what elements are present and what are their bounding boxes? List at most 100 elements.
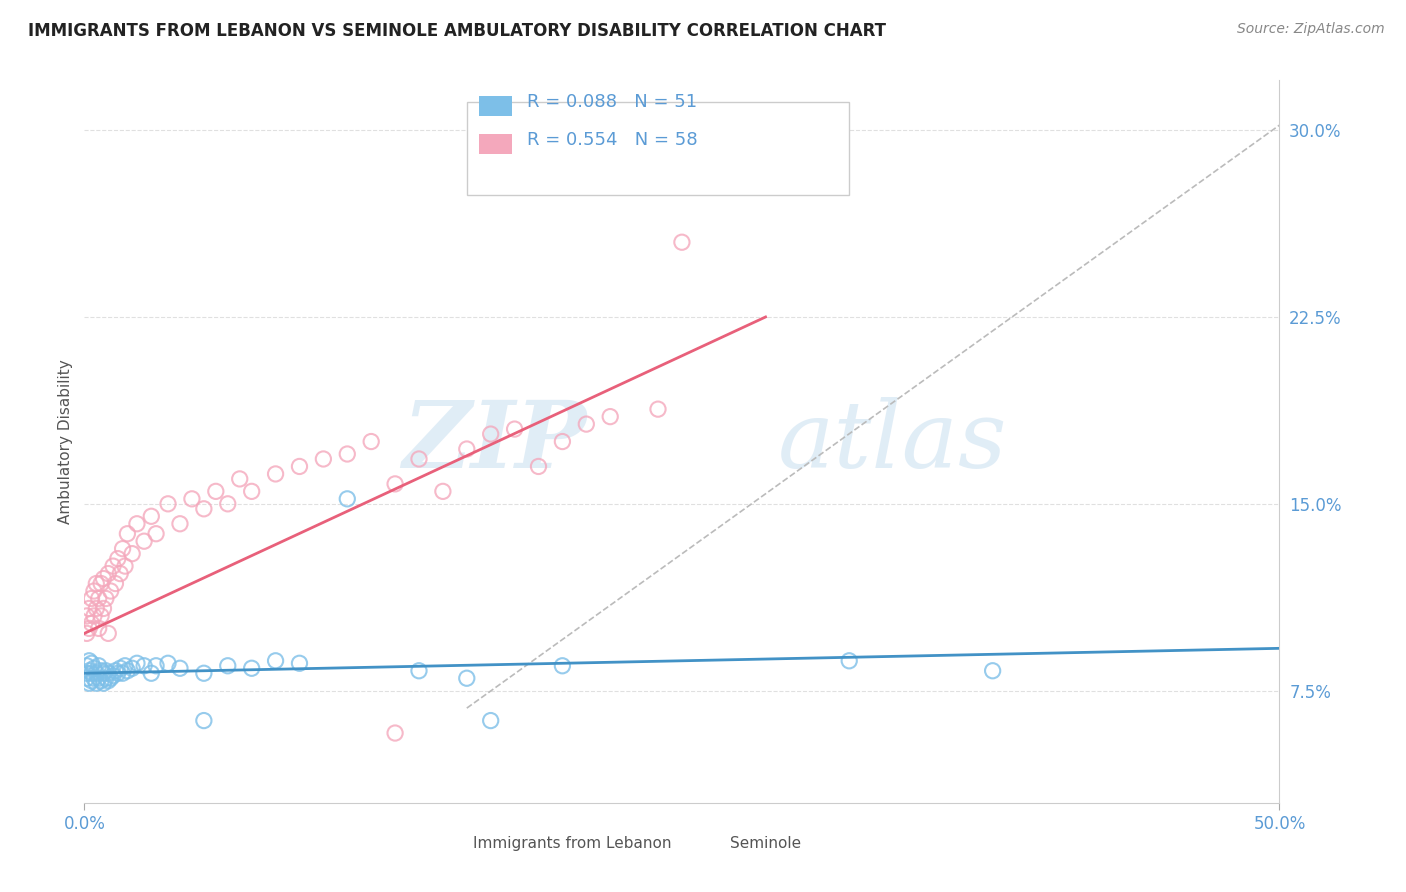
Point [83, 671, 105, 685]
Point [110, 661, 132, 675]
Point [551, 658, 574, 673]
Point [121, 661, 143, 675]
Point [100, 584, 122, 599]
Point [107, 551, 129, 566]
Point [93, 601, 115, 615]
Point [169, 661, 191, 675]
Point [77, 601, 100, 615]
Point [217, 497, 239, 511]
Point [80, 657, 103, 671]
Point [132, 658, 156, 673]
Bar [437, 831, 463, 855]
Point [77, 676, 100, 690]
Point [93, 572, 115, 586]
Point [76, 626, 98, 640]
Point [132, 534, 156, 549]
Point [527, 459, 550, 474]
Point [117, 526, 139, 541]
Point [125, 516, 148, 531]
Point [408, 664, 430, 678]
Point [157, 497, 180, 511]
Point [93, 676, 115, 690]
Bar [479, 134, 512, 154]
Point [101, 669, 124, 683]
Point [97, 666, 120, 681]
Point [80, 591, 103, 606]
Point [169, 516, 191, 531]
Point [87, 621, 110, 635]
Point [97, 626, 120, 640]
Point [288, 459, 311, 474]
Point [193, 666, 215, 681]
Point [101, 559, 124, 574]
Point [97, 566, 120, 581]
Point [94, 671, 117, 685]
Point [981, 664, 1004, 678]
Point [157, 657, 180, 671]
Point [87, 658, 110, 673]
Text: atlas: atlas [778, 397, 1007, 486]
Point [145, 658, 167, 673]
Point [76, 666, 98, 681]
Point [575, 417, 598, 431]
Point [77, 664, 100, 678]
Point [77, 654, 100, 668]
Point [114, 658, 136, 673]
Point [114, 559, 136, 574]
Text: Seminole: Seminole [730, 836, 801, 851]
Point [87, 591, 110, 606]
Point [599, 409, 621, 424]
Y-axis label: Ambulatory Disability: Ambulatory Disability [58, 359, 73, 524]
Point [229, 472, 252, 486]
Point [86, 601, 108, 615]
Text: IMMIGRANTS FROM LEBANON VS SEMINOLE AMBULATORY DISABILITY CORRELATION CHART: IMMIGRANTS FROM LEBANON VS SEMINOLE AMBU… [28, 22, 886, 40]
Point [111, 666, 134, 681]
Point [264, 467, 287, 481]
Text: Source: ZipAtlas.com: Source: ZipAtlas.com [1237, 22, 1385, 37]
Point [125, 657, 148, 671]
Point [94, 664, 117, 678]
Point [217, 658, 239, 673]
Point [104, 576, 127, 591]
Point [90, 664, 112, 678]
Point [76, 671, 98, 685]
Point [240, 661, 263, 675]
Point [193, 714, 215, 728]
Point [87, 671, 110, 685]
Point [80, 616, 103, 631]
Point [240, 484, 263, 499]
Point [432, 484, 454, 499]
Point [336, 491, 359, 506]
Point [456, 442, 478, 456]
Point [181, 491, 204, 506]
Point [76, 658, 98, 673]
Point [77, 621, 100, 635]
Point [86, 666, 108, 681]
Point [288, 657, 311, 671]
Point [193, 501, 215, 516]
Point [80, 673, 103, 688]
Point [76, 609, 98, 624]
Text: R = 0.554   N = 58: R = 0.554 N = 58 [527, 130, 697, 149]
Point [121, 547, 143, 561]
Bar [479, 96, 512, 117]
Point [83, 584, 105, 599]
Point [86, 676, 108, 690]
Point [141, 509, 163, 524]
Text: Immigrants from Lebanon: Immigrants from Lebanon [472, 836, 671, 851]
Point [408, 452, 430, 467]
Point [312, 452, 335, 467]
Point [384, 476, 406, 491]
Point [838, 654, 860, 668]
Point [83, 609, 105, 624]
Point [551, 434, 574, 449]
Point [97, 673, 120, 688]
Point [479, 714, 502, 728]
Point [479, 427, 502, 442]
FancyBboxPatch shape [467, 102, 849, 195]
Point [671, 235, 693, 250]
Point [264, 654, 287, 668]
Point [86, 576, 108, 591]
Point [100, 671, 122, 685]
Point [384, 726, 406, 740]
